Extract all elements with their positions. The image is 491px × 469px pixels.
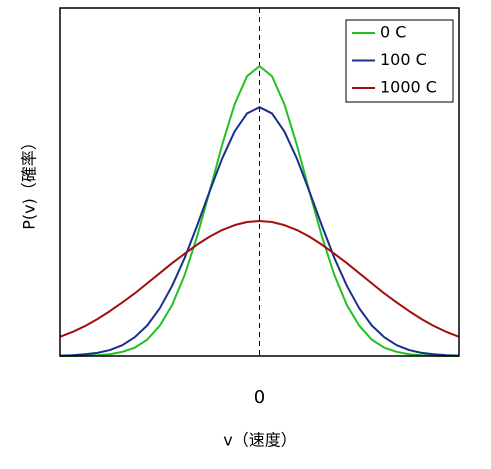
y-axis-label: P(v)（確率） [20,134,39,230]
series-line [60,65,459,357]
legend-label: 100 C [380,50,427,69]
legend-label: 1000 C [380,78,437,97]
series-line [59,106,460,357]
x-axis-label: v（速度） [223,431,296,450]
series-line [59,219,460,338]
legend-label: 0 C [380,23,406,42]
plot-frame [59,7,460,357]
x-tick-label: 0 [254,387,265,408]
